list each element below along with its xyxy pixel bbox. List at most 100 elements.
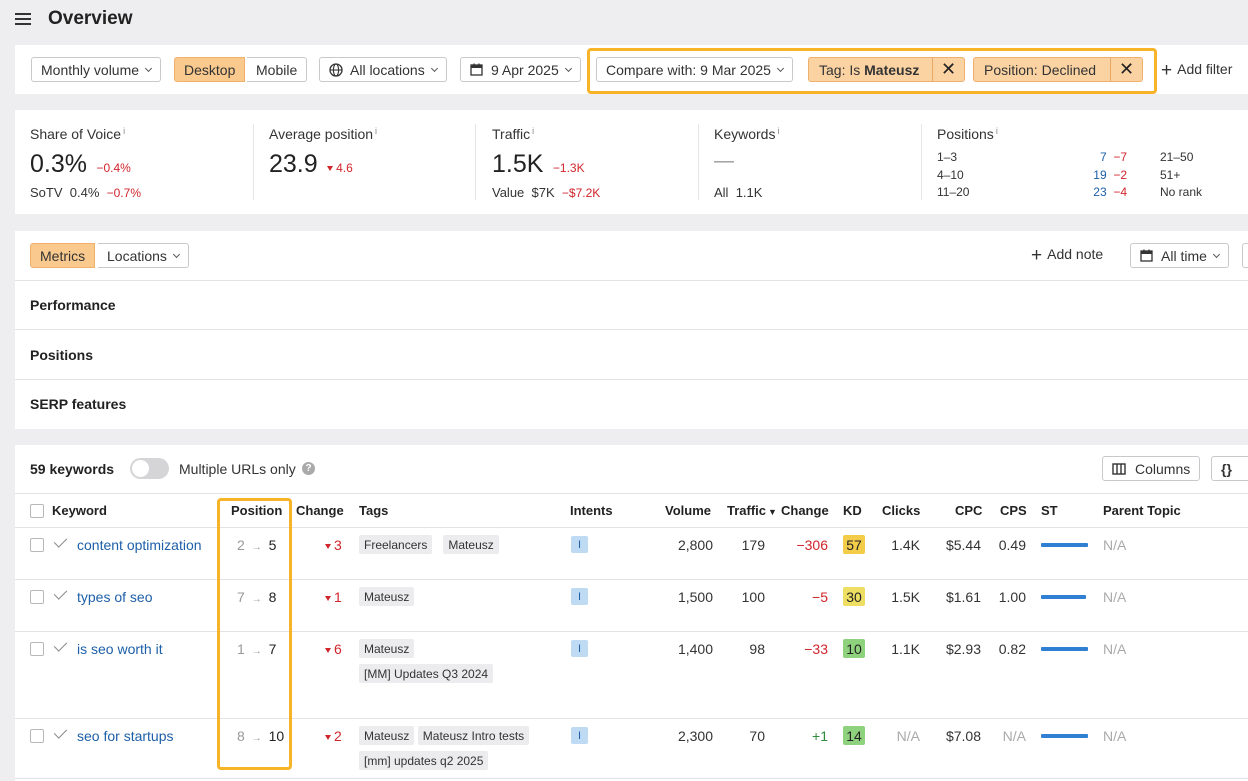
keyword-link[interactable]: content optimization bbox=[77, 537, 202, 553]
divider bbox=[15, 527, 1248, 528]
parent-topic[interactable]: N/A bbox=[1103, 537, 1127, 553]
columns-button[interactable]: Columns bbox=[1102, 456, 1201, 481]
menu-icon[interactable] bbox=[15, 12, 31, 26]
section-performance[interactable]: Performance bbox=[30, 297, 116, 313]
date-dropdown[interactable]: 9 Apr 2025 bbox=[460, 57, 581, 82]
range-4-10-count[interactable]: 19 bbox=[1093, 167, 1107, 182]
col-cpc[interactable]: CPC bbox=[955, 503, 983, 518]
traffic-value: 70 bbox=[749, 728, 765, 744]
tag-chip[interactable]: [mm] updates q2 2025 bbox=[359, 751, 489, 770]
calendar-icon bbox=[1140, 249, 1153, 262]
info-icon[interactable]: i bbox=[123, 126, 126, 136]
traffic-label: Traffic bbox=[492, 126, 531, 142]
kd-badge: 57 bbox=[843, 535, 865, 554]
locations-dropdown[interactable]: All locations bbox=[319, 57, 447, 82]
row-checkbox[interactable] bbox=[30, 590, 44, 604]
tag-filter-chip[interactable]: Tag: Is Mateusz ✕ bbox=[808, 57, 965, 82]
mobile-toggle[interactable]: Mobile bbox=[247, 57, 308, 82]
keywords-table bbox=[15, 445, 1248, 781]
keyword-link[interactable]: is seo worth it bbox=[77, 641, 163, 657]
range-11-20-count[interactable]: 23 bbox=[1093, 185, 1107, 199]
arrow-right-icon: → bbox=[251, 733, 262, 744]
keyword-link[interactable]: types of seo bbox=[77, 589, 153, 605]
row-checkbox[interactable] bbox=[30, 538, 44, 552]
range-11-20-change: −4 bbox=[1113, 185, 1127, 199]
sort-down-icon: ▼ bbox=[768, 507, 777, 517]
parent-topic[interactable]: N/A bbox=[1103, 641, 1127, 657]
col-volume[interactable]: Volume bbox=[665, 503, 711, 518]
row-checkbox[interactable] bbox=[30, 729, 44, 743]
desktop-toggle[interactable]: Desktop bbox=[174, 57, 246, 82]
section-serp-features[interactable]: SERP features bbox=[30, 396, 127, 412]
position-change-cell: 2 → 5 bbox=[237, 537, 276, 553]
positions-ranges: 1–3 4–10 11–20 bbox=[937, 149, 969, 202]
volume-dropdown[interactable]: Monthly volume bbox=[31, 57, 162, 82]
close-icon[interactable]: ✕ bbox=[932, 58, 964, 81]
clicks-value: 1.5K bbox=[891, 589, 920, 605]
api-button[interactable]: {} bbox=[1211, 456, 1248, 481]
intent-badge: I bbox=[571, 536, 588, 553]
info-icon[interactable]: i bbox=[995, 126, 998, 136]
col-keyword[interactable]: Keyword bbox=[52, 503, 107, 518]
metrics-tab[interactable]: Metrics bbox=[30, 243, 96, 268]
help-icon[interactable]: ? bbox=[302, 462, 315, 475]
info-icon[interactable]: i bbox=[532, 126, 535, 136]
parent-topic[interactable]: N/A bbox=[1103, 589, 1127, 605]
col-traffic-change[interactable]: Change bbox=[781, 503, 829, 518]
positions-label: Positions bbox=[937, 126, 994, 142]
range-1-3-count[interactable]: 7 bbox=[1099, 150, 1107, 164]
row-checkbox[interactable] bbox=[30, 642, 44, 656]
cps-value: 0.82 bbox=[998, 641, 1026, 657]
position-change-value: 6 bbox=[334, 641, 342, 657]
tag-chip[interactable]: Mateusz bbox=[359, 639, 415, 658]
add-filter-button[interactable]: + Add filter bbox=[1161, 60, 1232, 82]
position-filter-chip[interactable]: Position: Declined ✕ bbox=[973, 57, 1143, 82]
plus-icon: + bbox=[1161, 60, 1173, 81]
locations-tab[interactable]: Locations bbox=[98, 243, 189, 268]
col-clicks[interactable]: Clicks bbox=[882, 503, 921, 518]
keyword-count: 59 keywords bbox=[30, 461, 115, 477]
close-icon[interactable]: ✕ bbox=[1110, 58, 1142, 81]
section-positions[interactable]: Positions bbox=[30, 347, 94, 363]
sotv-label: SoTV bbox=[30, 185, 63, 200]
range-4-10: 4–10 bbox=[937, 167, 964, 182]
divider bbox=[698, 124, 699, 200]
keyword-link[interactable]: seo for startups bbox=[77, 728, 174, 744]
col-tags[interactable]: Tags bbox=[359, 503, 389, 518]
divider bbox=[15, 579, 1248, 580]
tag-chip[interactable]: [MM] Updates Q3 2024 bbox=[359, 664, 494, 683]
tag-chip[interactable]: Mateusz bbox=[359, 726, 415, 745]
tag-chip[interactable]: Mateusz bbox=[443, 535, 499, 554]
sov-change: −0.4% bbox=[96, 161, 131, 175]
kd-badge: 10 bbox=[843, 639, 865, 658]
col-st[interactable]: ST bbox=[1041, 503, 1058, 518]
metrics-tab-label: Metrics bbox=[40, 247, 86, 264]
position-to: 8 bbox=[268, 589, 277, 605]
extra-button[interactable] bbox=[1242, 243, 1248, 268]
cpc-value: $2.93 bbox=[945, 641, 981, 657]
add-note-button[interactable]: + Add note bbox=[1031, 245, 1103, 267]
compare-dropdown[interactable]: Compare with: 9 Mar 2025 bbox=[596, 57, 793, 82]
col-kd[interactable]: KD bbox=[843, 503, 862, 518]
col-change[interactable]: Change bbox=[296, 503, 344, 518]
chevron-down-icon bbox=[430, 64, 438, 72]
volume-value: 1,400 bbox=[677, 641, 713, 657]
col-intents[interactable]: Intents bbox=[570, 503, 613, 518]
all-time-dropdown[interactable]: All time bbox=[1130, 243, 1229, 268]
tag-chip[interactable]: Freelancers bbox=[359, 535, 433, 554]
tag-chip[interactable]: Mateusz bbox=[359, 587, 415, 606]
tag-chip[interactable]: Mateusz Intro tests bbox=[417, 726, 530, 745]
traffic-value: 1.5K bbox=[492, 150, 544, 178]
col-cps[interactable]: CPS bbox=[1000, 503, 1027, 518]
range-1-3-change: −7 bbox=[1113, 150, 1127, 164]
parent-topic[interactable]: N/A bbox=[1103, 728, 1127, 744]
select-all-checkbox[interactable] bbox=[30, 504, 44, 518]
traffic-value: 98 bbox=[749, 641, 765, 657]
col-parent-topic[interactable]: Parent Topic bbox=[1103, 503, 1181, 518]
arrow-right-icon: → bbox=[251, 594, 262, 605]
info-icon[interactable]: i bbox=[777, 126, 780, 136]
multiple-urls-toggle[interactable] bbox=[130, 458, 169, 479]
info-icon[interactable]: i bbox=[375, 126, 378, 136]
col-position[interactable]: Position bbox=[231, 503, 283, 518]
col-traffic[interactable]: Traffic ▼ bbox=[727, 503, 777, 518]
